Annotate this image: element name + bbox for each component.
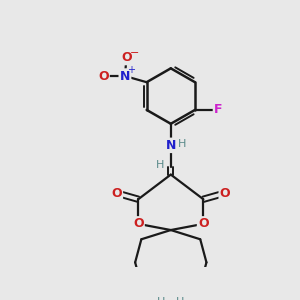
Text: H: H (156, 160, 164, 170)
Text: O: O (220, 187, 230, 200)
Text: N: N (166, 139, 176, 152)
Text: F: F (214, 103, 223, 116)
Text: N: N (120, 70, 130, 83)
Text: O: O (111, 187, 122, 200)
Text: −: − (130, 48, 139, 58)
Text: O: O (98, 70, 109, 83)
Text: O: O (133, 218, 144, 230)
Text: H: H (157, 297, 166, 300)
Text: O: O (121, 51, 132, 64)
Text: H: H (176, 297, 184, 300)
Text: O: O (198, 218, 209, 230)
Text: H: H (178, 139, 186, 149)
Text: +: + (127, 65, 135, 75)
